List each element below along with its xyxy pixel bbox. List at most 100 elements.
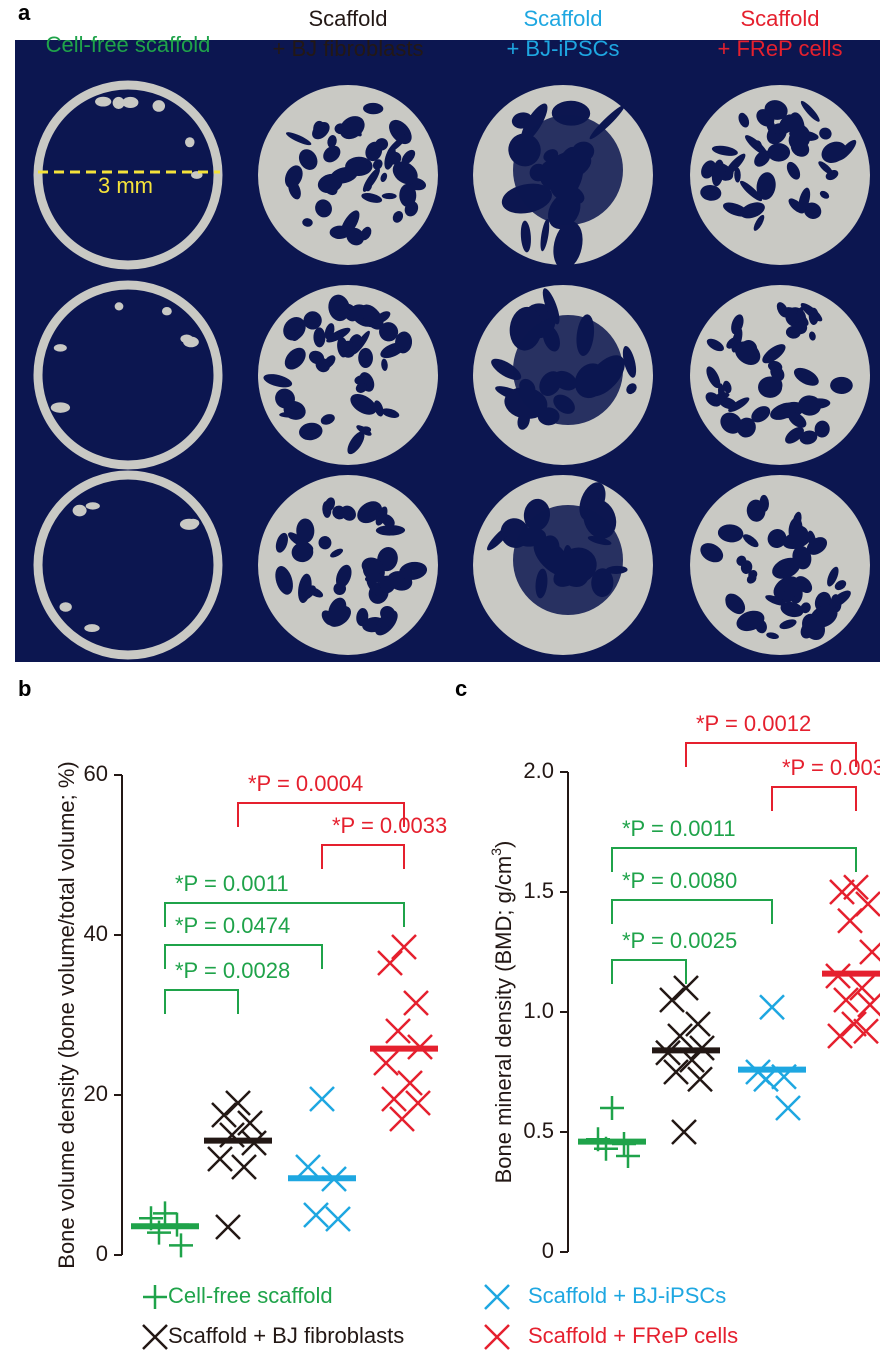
data-point (374, 1051, 398, 1075)
data-point (760, 995, 784, 1019)
figure: a Cell-free scaffold Scaffold + BJ fibrobla… (0, 0, 880, 1351)
p-value-label: *P = 0.0011 (622, 816, 736, 841)
legend-label: Scaffold + BJ fibroblasts (168, 1323, 404, 1348)
y-tick-label: 60 (84, 761, 108, 786)
legend-label: Scaffold + BJ-iPSCs (528, 1283, 726, 1308)
bone-fragment (153, 100, 165, 112)
data-point (664, 1060, 688, 1084)
p-value-label: *P = 0.0012 (696, 711, 811, 736)
bone-fragment (122, 97, 138, 108)
y-tick-label: 0 (96, 1241, 108, 1266)
data-point (153, 1201, 177, 1225)
legend-marker (143, 1285, 167, 1309)
column-title: + BJ-iPSCs (506, 36, 619, 61)
bone-fragment (51, 402, 70, 412)
bone-fragment (54, 344, 67, 352)
pore (399, 184, 416, 208)
bone-fragment (73, 505, 87, 517)
column-title: Scaffold (740, 6, 819, 31)
pore (830, 377, 853, 394)
p-value-label: *P = 0.0028 (175, 958, 290, 983)
legend-label: Cell-free scaffold (168, 1283, 333, 1308)
legend-marker (485, 1325, 509, 1349)
legend-marker (143, 1325, 167, 1349)
p-value-label: *P = 0.0474 (175, 913, 290, 938)
bone-fragment (115, 302, 124, 310)
y-tick-label: 2.0 (523, 758, 554, 783)
significance-bracket (612, 960, 686, 984)
data-point (390, 1107, 414, 1131)
data-point (386, 1019, 410, 1043)
y-tick-label: 0 (542, 1238, 554, 1263)
data-point (304, 1203, 328, 1227)
data-point (838, 909, 862, 933)
y-axis-title-part: Bone mineral density (BMD; g/cm (491, 856, 516, 1184)
bone-fragment (86, 502, 100, 509)
y-tick-label: 0.5 (523, 1118, 554, 1143)
bone-fragment (162, 307, 172, 315)
data-point (672, 1120, 696, 1144)
data-point (216, 1215, 240, 1239)
p-value-label: *P = 0.0004 (248, 771, 363, 796)
data-point (842, 1012, 866, 1036)
data-point (208, 1147, 232, 1171)
data-point (232, 1155, 256, 1179)
panel-label: b (18, 676, 31, 701)
data-point (212, 1103, 236, 1127)
p-value-label: *P = 0.0033 (332, 813, 447, 838)
data-point (326, 1207, 350, 1231)
data-point (169, 1233, 193, 1257)
bone-fragment (180, 519, 198, 530)
data-point (686, 1012, 710, 1036)
significance-bracket (612, 900, 772, 924)
data-point (600, 1096, 624, 1120)
y-axis-title-part: Bone volume density (bone volume/total v… (54, 761, 79, 1268)
y-tick-label: 1.0 (523, 998, 554, 1023)
pore (513, 315, 623, 425)
p-value-label: *P = 0.0025 (622, 928, 737, 953)
panel-label: a (18, 0, 31, 25)
scale-label: 3 mm (98, 173, 153, 198)
bone-fragment (95, 97, 111, 107)
data-point (828, 1024, 852, 1048)
pore (513, 505, 623, 615)
p-value-label: *P = 0.0080 (622, 868, 737, 893)
column-title: Scaffold (523, 6, 602, 31)
data-point (854, 1019, 878, 1043)
column-title: Scaffold (308, 6, 387, 31)
bone-fragment (59, 602, 71, 611)
data-point (834, 988, 858, 1012)
y-tick-label: 40 (84, 921, 108, 946)
p-value-label: *P = 0.0011 (175, 871, 289, 896)
data-point (776, 1096, 800, 1120)
y-axis-title: Bone volume density (bone volume/total v… (54, 761, 79, 1268)
pore (358, 348, 373, 368)
data-point (616, 1144, 640, 1168)
data-point (860, 940, 880, 964)
bone-fragment (185, 137, 194, 147)
y-axis-title: Bone mineral density (BMD; g/cm3) (488, 841, 516, 1184)
panel-label: c (455, 676, 467, 701)
legend-label: Scaffold + FReP cells (528, 1323, 738, 1348)
significance-bracket (772, 787, 856, 811)
legend-marker (485, 1285, 509, 1309)
data-point (382, 1087, 406, 1111)
significance-bracket (322, 845, 404, 869)
y-axis-title-part: ) (491, 841, 516, 848)
y-axis-title-part: 3 (488, 848, 504, 856)
data-point (660, 988, 684, 1012)
significance-bracket (165, 990, 238, 1014)
data-point (404, 991, 428, 1015)
pore (767, 143, 790, 161)
data-point (378, 951, 402, 975)
data-point (688, 1067, 712, 1091)
column-title: + FReP cells (718, 36, 843, 61)
column-title: Cell-free scaffold (46, 32, 211, 57)
data-point (668, 1024, 692, 1048)
y-tick-label: 20 (84, 1081, 108, 1106)
p-value-label: *P = 0.0033 (782, 755, 880, 780)
bone-fragment (84, 624, 99, 632)
bone-fragment (180, 334, 192, 343)
data-point (392, 935, 416, 959)
column-title: + BJ fibroblasts (272, 36, 423, 61)
